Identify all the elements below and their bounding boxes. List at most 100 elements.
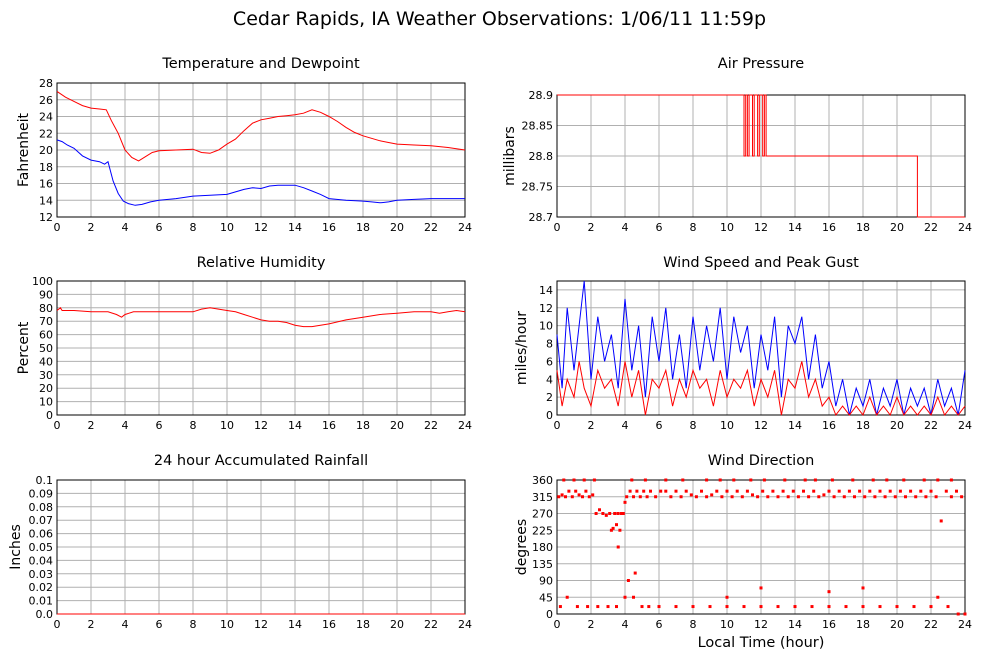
- data-point: [700, 489, 703, 493]
- x-tick-label: 14: [788, 618, 802, 631]
- data-point: [623, 500, 627, 504]
- data-point: [929, 489, 933, 493]
- chart-title-rain: 24 hour Accumulated Rainfall: [153, 453, 369, 469]
- data-point: [871, 478, 875, 482]
- y-tick-label: 270: [532, 508, 553, 521]
- data-point: [598, 508, 601, 512]
- y-tick-label: 0: [546, 608, 553, 621]
- x-tick-label: 0: [554, 618, 561, 631]
- x-tick-label: 24: [458, 419, 472, 432]
- data-point: [830, 478, 834, 482]
- x-tick-label: 24: [458, 221, 472, 234]
- data-point: [878, 605, 882, 609]
- data-point: [742, 605, 746, 609]
- x-tick-label: 8: [690, 221, 697, 234]
- y-tick-label: 60: [39, 329, 53, 342]
- data-point: [873, 495, 877, 499]
- data-point: [659, 489, 663, 493]
- x-tick-label: 8: [190, 221, 197, 234]
- x-tick-label: 6: [156, 419, 163, 432]
- y-tick-label: 28.75: [522, 181, 554, 194]
- data-point: [817, 495, 821, 499]
- data-point: [586, 605, 590, 609]
- x-tick-label: 2: [88, 618, 95, 631]
- data-point: [776, 605, 780, 609]
- data-point: [572, 478, 576, 482]
- x-tick-label: 14: [288, 419, 302, 432]
- y-tick-label: 0.07: [29, 514, 54, 527]
- y-tick-label: 18: [39, 161, 53, 174]
- y-tick-label: 80: [39, 302, 53, 315]
- data-point: [922, 478, 926, 482]
- data-point: [725, 489, 729, 493]
- data-point: [674, 605, 678, 609]
- x-tick-label: 14: [788, 419, 802, 432]
- data-point: [861, 605, 865, 609]
- series-line-temp-0: [56, 90, 466, 162]
- data-point: [949, 495, 953, 499]
- data-point: [730, 495, 734, 499]
- data-point: [786, 495, 790, 499]
- data-point: [562, 478, 566, 482]
- data-point: [960, 495, 964, 499]
- x-tick-label: 6: [156, 221, 163, 234]
- y-tick-label: 20: [39, 382, 53, 395]
- data-point: [895, 605, 899, 609]
- data-point: [664, 478, 668, 482]
- data-point: [946, 605, 950, 609]
- data-point: [791, 489, 795, 493]
- data-point: [642, 489, 646, 493]
- data-point: [885, 478, 889, 482]
- data-point: [616, 545, 620, 549]
- chart-title-winddir: Wind Direction: [707, 453, 815, 469]
- data-point: [582, 478, 586, 482]
- y-tick-label: 14: [39, 194, 53, 207]
- x-tick-label: 12: [254, 618, 268, 631]
- data-point: [574, 489, 578, 493]
- y-tick-label: 50: [39, 342, 53, 355]
- data-point: [567, 489, 571, 493]
- data-point: [842, 495, 846, 499]
- data-point: [934, 495, 938, 499]
- x-tick-label: 2: [588, 221, 595, 234]
- y-tick-label: 4: [546, 373, 553, 386]
- x-tick-label: 10: [720, 221, 734, 234]
- x-tick-label: 22: [924, 419, 938, 432]
- data-point: [674, 489, 678, 493]
- y-tick-label: 0.02: [29, 581, 54, 594]
- data-point: [827, 590, 831, 594]
- data-point: [844, 605, 848, 609]
- data-point: [638, 495, 642, 499]
- data-point: [912, 605, 916, 609]
- data-point: [759, 605, 763, 609]
- data-point: [929, 605, 933, 609]
- x-tick-label: 6: [656, 618, 663, 631]
- y-tick-label: 135: [532, 558, 553, 571]
- x-tick-label: 16: [822, 221, 836, 234]
- data-point: [904, 495, 907, 499]
- y-axis-title-temp: Fahrenheit: [16, 112, 32, 187]
- data-point: [584, 489, 588, 493]
- y-tick-label: 0.08: [29, 501, 54, 514]
- data-point: [705, 495, 709, 499]
- data-point: [630, 478, 634, 482]
- x-tick-label: 0: [54, 618, 61, 631]
- y-tick-label: 28.85: [522, 120, 554, 133]
- x-tick-label: 10: [220, 618, 234, 631]
- data-point: [623, 595, 627, 599]
- x-tick-label: 2: [88, 221, 95, 234]
- data-point: [793, 605, 797, 609]
- y-tick-label: 24: [39, 111, 53, 124]
- x-tick-label: 20: [390, 419, 404, 432]
- data-point: [853, 495, 856, 499]
- y-tick-label: 16: [39, 178, 53, 191]
- y-tick-label: 180: [532, 541, 553, 554]
- data-point: [575, 605, 579, 609]
- data-point: [893, 495, 897, 499]
- y-tick-label: 30: [39, 369, 53, 382]
- data-point: [710, 493, 714, 497]
- data-point: [594, 512, 598, 515]
- data-point: [620, 512, 624, 515]
- x-tick-label: 8: [190, 419, 197, 432]
- x-tick-label: 2: [88, 419, 95, 432]
